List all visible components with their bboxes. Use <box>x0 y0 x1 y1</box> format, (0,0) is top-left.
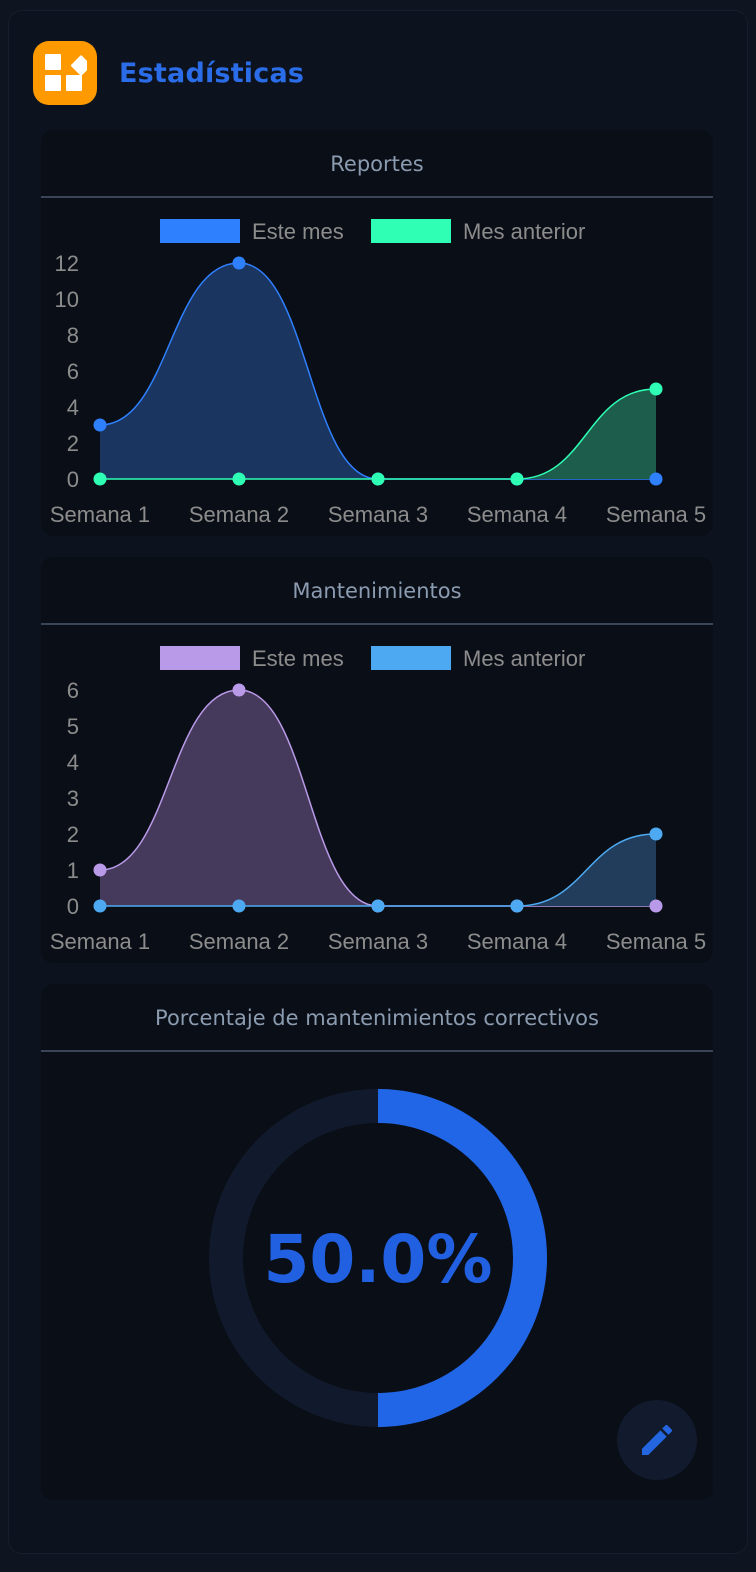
data-point <box>510 899 524 913</box>
card-title: Reportes <box>41 130 713 198</box>
data-point <box>232 899 246 913</box>
x-tick-label: Semana 3 <box>328 502 428 527</box>
legend-label: Este mes <box>252 219 344 244</box>
gauge-value-arc <box>377 1089 547 1427</box>
legend-swatch <box>160 219 240 243</box>
y-tick-label: 10 <box>55 287 79 312</box>
gauge-percentage: 50.0% <box>264 1221 493 1298</box>
app-header: Estadísticas <box>33 41 304 105</box>
legend-swatch <box>371 219 451 243</box>
x-tick-label: Semana 2 <box>189 502 289 527</box>
y-tick-label: 12 <box>55 251 79 276</box>
x-tick-label: Semana 1 <box>50 502 150 527</box>
series-area <box>100 690 656 906</box>
legend-label: Este mes <box>252 646 344 671</box>
y-tick-label: 5 <box>67 714 79 739</box>
pencil-icon <box>642 1424 673 1455</box>
y-tick-label: 6 <box>67 359 79 384</box>
y-tick-label: 6 <box>67 678 79 703</box>
data-point <box>649 382 663 396</box>
legend-swatch <box>160 646 240 670</box>
legend-label: Mes anterior <box>463 219 585 244</box>
y-tick-label: 0 <box>67 894 79 919</box>
widgets-icon[interactable] <box>33 41 97 105</box>
data-point <box>93 863 107 877</box>
legend-swatch <box>371 646 451 670</box>
edit-button[interactable] <box>617 1400 697 1480</box>
data-point <box>93 418 107 432</box>
series-line <box>100 388 657 480</box>
data-point <box>371 899 385 913</box>
y-tick-label: 2 <box>67 431 79 456</box>
x-tick-label: Semana 2 <box>189 929 289 954</box>
card-reportes: Reportes Este mes Mes anterior 0 2 4 6 8 10 12 Se… <box>41 130 713 536</box>
data-point <box>649 472 663 486</box>
card-porcentaje: Porcentaje de mantenimientos correctivos… <box>41 984 713 1500</box>
data-point <box>232 683 246 697</box>
chart-mantenimientos: Este mes Mes anterior 0 1 2 3 4 5 6 Semana 1 Seman… <box>50 646 706 954</box>
y-tick-label: 2 <box>67 822 79 847</box>
card-mantenimientos: Mantenimientos Este mes Mes anterior 0 1 2 3 4… <box>41 557 713 963</box>
chart-porcentaje: 50.0% <box>209 1089 547 1427</box>
card-title: Porcentaje de mantenimientos correctivos <box>41 984 713 1052</box>
card-title: Mantenimientos <box>41 557 713 625</box>
y-tick-label: 3 <box>67 786 79 811</box>
series-area <box>100 389 656 479</box>
y-tick-label: 1 <box>67 858 79 883</box>
data-point <box>232 472 246 486</box>
x-tick-label: Semana 5 <box>606 929 706 954</box>
series-area <box>100 263 656 479</box>
x-tick-label: Semana 4 <box>467 929 567 954</box>
x-tick-label: Semana 1 <box>50 929 150 954</box>
y-tick-label: 0 <box>67 467 79 492</box>
series-line <box>100 833 657 907</box>
data-point <box>371 472 385 486</box>
legend-label: Mes anterior <box>463 646 585 671</box>
y-tick-label: 8 <box>67 323 79 348</box>
chart-reportes: Este mes Mes anterior 0 2 4 6 8 10 12 Semana 1 Sem… <box>50 219 706 527</box>
data-point <box>510 472 524 486</box>
y-tick-label: 4 <box>67 750 79 775</box>
y-tick-label: 4 <box>67 395 79 420</box>
data-point <box>232 256 246 270</box>
series-area <box>100 834 656 906</box>
x-tick-label: Semana 4 <box>467 502 567 527</box>
page-title: Estadísticas <box>119 57 305 89</box>
data-point <box>649 827 663 841</box>
data-point <box>93 899 107 913</box>
x-tick-label: Semana 3 <box>328 929 428 954</box>
data-point <box>93 472 107 486</box>
data-point <box>649 899 663 913</box>
x-tick-label: Semana 5 <box>606 502 706 527</box>
